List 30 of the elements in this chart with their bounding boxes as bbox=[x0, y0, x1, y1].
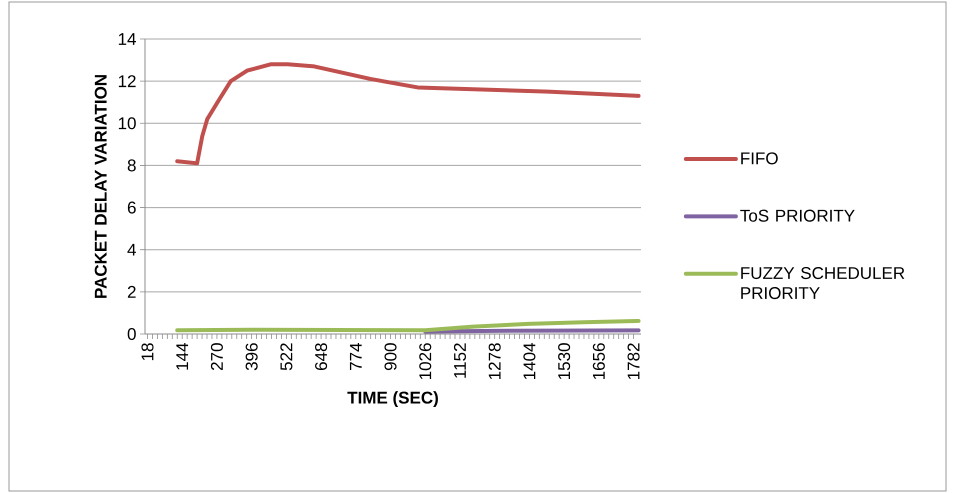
x-tick-label: 1278 bbox=[488, 343, 501, 380]
y-tick-label: 14 bbox=[118, 33, 136, 45]
legend-label: FUZZY SCHEDULER PRIORITY bbox=[741, 267, 904, 300]
x-tick-label: 18 bbox=[141, 343, 154, 360]
x-tick-label: 1404 bbox=[523, 343, 536, 380]
x-tick-label: 1530 bbox=[558, 343, 570, 380]
y-tick-label: 2 bbox=[128, 286, 136, 298]
x-tick-label: 900 bbox=[384, 343, 397, 370]
x-tick-label: 270 bbox=[210, 343, 223, 370]
x-tick-label: 648 bbox=[315, 343, 328, 370]
x-tick-label: 1782 bbox=[628, 343, 640, 380]
x-tick-label: 774 bbox=[350, 343, 362, 370]
x-tick-label: 522 bbox=[280, 343, 292, 370]
y-tick-label: 0 bbox=[128, 328, 136, 340]
y-tick-label: 4 bbox=[127, 244, 136, 256]
x-tick-label: 1656 bbox=[592, 343, 605, 380]
line-series bbox=[175, 318, 641, 332]
legend-label: ToS PRIORITY bbox=[740, 210, 855, 222]
x-tick-label: 144 bbox=[176, 343, 188, 370]
legend-label: FIFO bbox=[741, 152, 778, 164]
line-series bbox=[175, 62, 641, 166]
x-tick-label: 396 bbox=[246, 343, 258, 370]
x-tick-label: 1026 bbox=[419, 343, 432, 380]
x-axis-title: TIME (SEC) bbox=[347, 391, 438, 408]
y-tick-label: 12 bbox=[118, 75, 136, 88]
x-tick-label: 1152 bbox=[454, 343, 466, 378]
y-tick-label: 10 bbox=[118, 117, 136, 130]
y-tick-label: 8 bbox=[128, 159, 136, 172]
y-tick-label: 6 bbox=[128, 202, 136, 214]
y-axis-title: PACKET DELAY VARIATION bbox=[94, 75, 107, 298]
